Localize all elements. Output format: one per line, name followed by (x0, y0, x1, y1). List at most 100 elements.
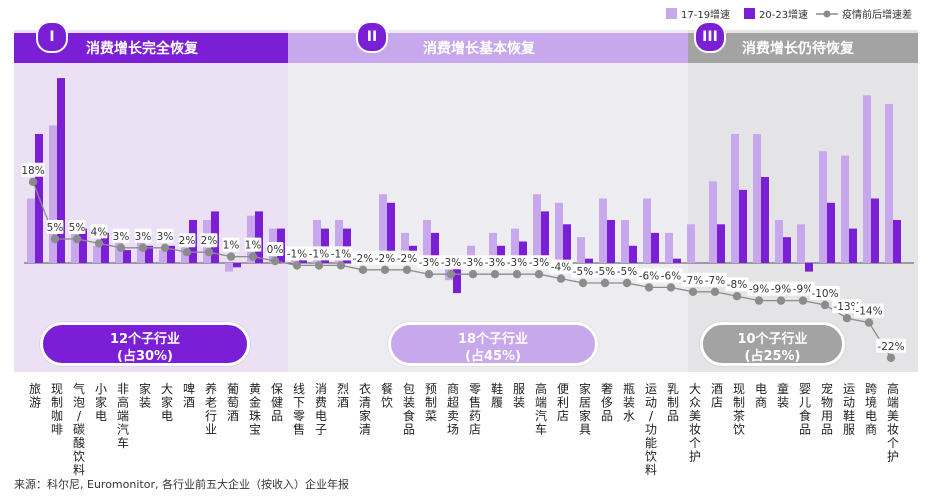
bar-20-23-29 (673, 258, 681, 263)
bar-17-19-34 (775, 220, 783, 263)
diff-label-10: 1% (245, 240, 262, 252)
bar-20-23-37 (849, 228, 857, 263)
diff-label-34: -9% (771, 284, 791, 296)
diff-label-30: -7% (683, 275, 703, 287)
diff-label-21: -3% (485, 257, 505, 269)
bar-17-19-3 (93, 245, 101, 263)
diff-label-bg-0 (21, 162, 45, 177)
diff-label-bg-12 (285, 246, 309, 261)
diff-label-8: 2% (201, 235, 218, 247)
phase3-summary-pill: 10个子行业 (占25%) (700, 322, 845, 366)
bar-20-23-30 (695, 263, 703, 264)
diff-label-bg-2 (68, 220, 86, 234)
bar-17-19-32 (731, 134, 739, 263)
legend-label-series1: 17-19增速 (681, 10, 731, 21)
bar-17-19-38 (863, 95, 871, 263)
diff-point-13 (314, 261, 324, 270)
diff-label-bg-4 (112, 228, 130, 243)
diff-label-24: -4% (551, 262, 571, 274)
diff-label-13: -1% (309, 248, 329, 260)
category-label-30: 大众美妆个护 (689, 382, 701, 464)
diff-point-9 (226, 252, 236, 261)
diff-label-11: 0% (267, 244, 284, 256)
bar-17-19-18 (423, 220, 431, 263)
category-label-31: 酒店 (711, 382, 723, 410)
diff-label-bg-34 (769, 281, 793, 296)
diff-label-9: 1% (223, 240, 240, 252)
legend-item-series3: 疫情前后增速差 (816, 6, 912, 21)
bar-17-19-33 (753, 134, 761, 263)
bar-17-19-21 (489, 232, 497, 263)
bar-20-23-33 (761, 177, 769, 263)
category-label-14: 烈酒 (337, 382, 349, 410)
diff-label-5: 3% (135, 231, 152, 243)
diff-point-10 (248, 252, 258, 261)
bar-20-23-34 (783, 237, 791, 263)
diff-label-39: -22% (877, 341, 904, 353)
diff-label-bg-16 (373, 250, 397, 265)
bar-20-23-24 (563, 224, 571, 263)
diff-label-23: -3% (529, 257, 549, 269)
diff-label-bg-20 (461, 255, 485, 270)
diff-label-7: 2% (179, 235, 196, 247)
category-label-25: 家居家具 (579, 381, 591, 437)
diff-point-4 (116, 243, 126, 252)
diff-point-6 (160, 243, 170, 252)
bar-20-23-19 (453, 263, 461, 294)
diff-point-25 (578, 278, 588, 288)
diff-label-37: -13% (833, 301, 860, 313)
category-label-16: 餐饮 (381, 381, 393, 410)
bar-20-23-36 (827, 202, 835, 263)
diff-label-bg-21 (483, 255, 507, 270)
bar-20-23-6 (167, 245, 175, 263)
diff-label-1: 5% (47, 222, 64, 234)
bar-17-19-26 (599, 198, 607, 263)
diff-label-bg-39 (876, 338, 906, 353)
diff-point-37 (842, 314, 852, 323)
bar-20-23-13 (321, 228, 329, 263)
diff-label-bg-23 (527, 255, 551, 270)
diff-label-14: -1% (331, 248, 351, 260)
phase2-share: (占45%) (465, 349, 521, 364)
diff-label-18: -3% (419, 257, 439, 269)
phase3-share: (占25%) (744, 349, 801, 364)
bar-20-23-9 (233, 263, 241, 268)
diff-point-35 (798, 296, 808, 305)
diff-label-bg-10 (244, 237, 262, 252)
phase2-summary-pill: 18个子行业 (占45%) (388, 322, 598, 366)
bar-17-19-36 (819, 151, 827, 263)
bar-17-19-27 (621, 220, 629, 263)
bar-17-19-22 (511, 228, 519, 263)
bar-17-19-31 (709, 181, 717, 263)
diff-point-34 (776, 296, 786, 305)
bar-20-23-22 (519, 241, 527, 263)
bar-20-23-14 (343, 228, 351, 263)
diff-point-7 (182, 248, 192, 257)
category-label-10: 黄金珠宝 (249, 382, 261, 437)
diff-point-38 (864, 318, 874, 327)
diff-label-bg-24 (549, 259, 573, 274)
diff-point-32 (732, 292, 742, 301)
category-label-17: 包装食品 (403, 382, 415, 437)
diff-label-bg-19 (439, 255, 463, 270)
bar-20-23-26 (607, 220, 615, 263)
bar-17-19-13 (313, 220, 321, 263)
diff-point-8 (204, 248, 214, 257)
category-label-37: 运动鞋服 (843, 382, 855, 437)
diff-label-25: -5% (573, 266, 593, 278)
diff-point-39 (886, 353, 896, 362)
bar-17-19-17 (401, 232, 409, 263)
bar-17-19-4 (115, 241, 123, 263)
diff-point-19 (446, 270, 456, 279)
diff-point-0 (28, 177, 38, 186)
diff-label-6: 3% (157, 231, 174, 243)
category-label-12: 线下零售 (293, 382, 305, 437)
diff-point-18 (424, 270, 434, 279)
category-label-35: 婴儿食品 (799, 382, 811, 437)
category-label-36: 宠物用品 (821, 381, 833, 437)
diff-point-2 (72, 234, 82, 244)
legend-swatch-series1 (666, 8, 677, 19)
diff-label-32: -8% (727, 279, 747, 291)
category-label-23: 高端汽车 (535, 381, 547, 437)
diff-point-24 (556, 274, 566, 283)
